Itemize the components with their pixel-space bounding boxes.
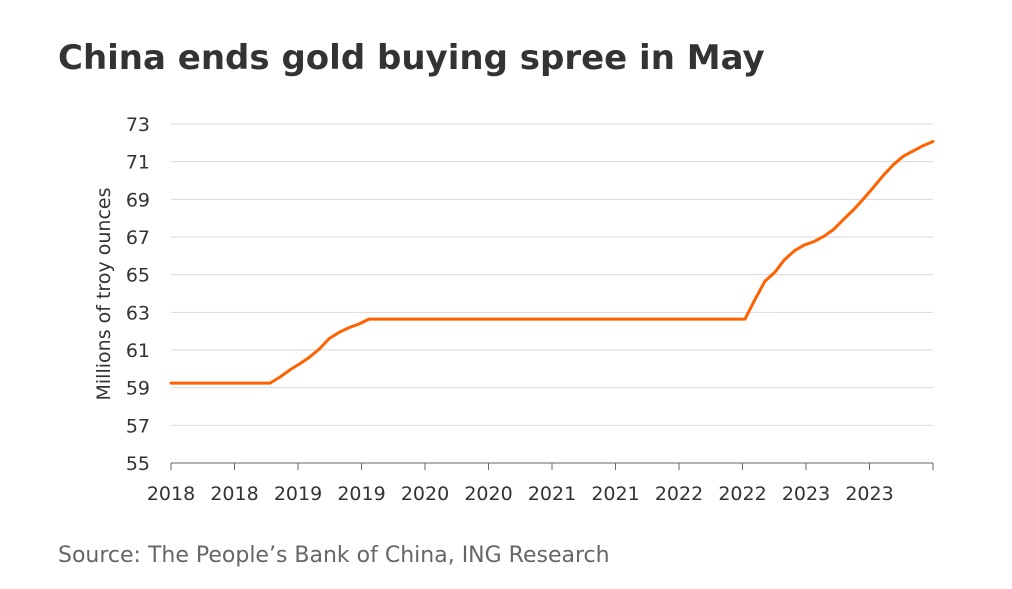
source-note: Source: The People’s Bank of China, ING … (58, 543, 610, 568)
y-tick-label: 55 (126, 453, 150, 475)
x-tick-label: 2020 (464, 483, 512, 505)
y-tick-label: 65 (126, 265, 150, 287)
y-tick-label: 73 (126, 114, 150, 136)
y-tick-label: 71 (126, 152, 150, 174)
x-tick-label: 2021 (528, 483, 576, 505)
series-group (169, 140, 935, 385)
chart-title: China ends gold buying spree in May (58, 38, 765, 78)
x-tick-label: 2019 (274, 483, 322, 505)
gridlines (171, 123, 933, 426)
series-line (169, 140, 935, 385)
y-axis-ticks: 55 57 59 61 63 65 67 69 71 73 (126, 114, 150, 475)
y-tick-label: 57 (126, 415, 150, 437)
x-tick-label: 2021 (591, 483, 639, 505)
x-axis-ticks: 2018 2018 2019 2019 2020 2020 2021 2021 2022 2022… (147, 463, 934, 505)
y-tick-label: 69 (126, 189, 150, 211)
x-tick-label: 2020 (401, 483, 449, 505)
x-tick-label: 2018 (147, 483, 195, 505)
x-tick-label: 2023 (845, 483, 893, 505)
x-tick-label: 2023 (782, 483, 830, 505)
x-tick-label: 2018 (210, 483, 258, 505)
y-tick-label: 67 (126, 227, 150, 249)
y-axis-title: Millions of troy ounces (93, 188, 115, 401)
y-tick-label: 61 (126, 340, 150, 362)
y-tick-label: 59 (126, 378, 150, 400)
y-tick-label: 63 (126, 302, 150, 324)
x-tick-label: 2022 (655, 483, 703, 505)
x-tick-label: 2022 (718, 483, 766, 505)
x-tick-label: 2019 (337, 483, 385, 505)
